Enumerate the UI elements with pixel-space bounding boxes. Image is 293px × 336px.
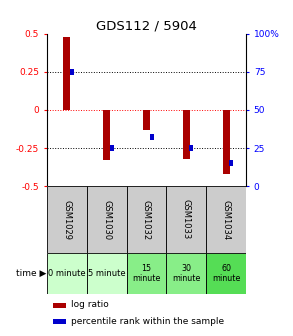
FancyBboxPatch shape xyxy=(166,253,206,294)
FancyBboxPatch shape xyxy=(206,253,246,294)
Text: 30
minute: 30 minute xyxy=(172,263,200,283)
Text: 5 minute: 5 minute xyxy=(88,269,125,278)
FancyBboxPatch shape xyxy=(87,186,127,253)
FancyBboxPatch shape xyxy=(127,253,166,294)
Text: log ratio: log ratio xyxy=(71,300,108,309)
FancyBboxPatch shape xyxy=(87,253,127,294)
Text: GSM1033: GSM1033 xyxy=(182,200,191,240)
Text: GSM1032: GSM1032 xyxy=(142,200,151,240)
Text: 15
minute: 15 minute xyxy=(132,263,161,283)
Text: 0 minute: 0 minute xyxy=(48,269,86,278)
Bar xyxy=(53,303,66,308)
FancyBboxPatch shape xyxy=(166,186,206,253)
Title: GDS112 / 5904: GDS112 / 5904 xyxy=(96,19,197,33)
FancyBboxPatch shape xyxy=(127,186,166,253)
Text: time ▶: time ▶ xyxy=(16,269,46,278)
Bar xyxy=(223,110,230,174)
Text: GSM1034: GSM1034 xyxy=(222,200,231,240)
Bar xyxy=(103,110,110,160)
Bar xyxy=(70,69,74,75)
Bar xyxy=(110,145,114,151)
Bar xyxy=(53,319,66,324)
Bar xyxy=(229,160,233,166)
Bar xyxy=(149,134,154,140)
FancyBboxPatch shape xyxy=(47,186,87,253)
FancyBboxPatch shape xyxy=(206,186,246,253)
Text: percentile rank within the sample: percentile rank within the sample xyxy=(71,317,224,326)
Bar xyxy=(63,37,70,110)
Text: GSM1030: GSM1030 xyxy=(102,200,111,240)
Text: 60
minute: 60 minute xyxy=(212,263,240,283)
FancyBboxPatch shape xyxy=(47,253,87,294)
Bar xyxy=(143,110,150,130)
Bar xyxy=(189,145,193,151)
Text: GSM1029: GSM1029 xyxy=(62,200,71,240)
Bar xyxy=(183,110,190,159)
